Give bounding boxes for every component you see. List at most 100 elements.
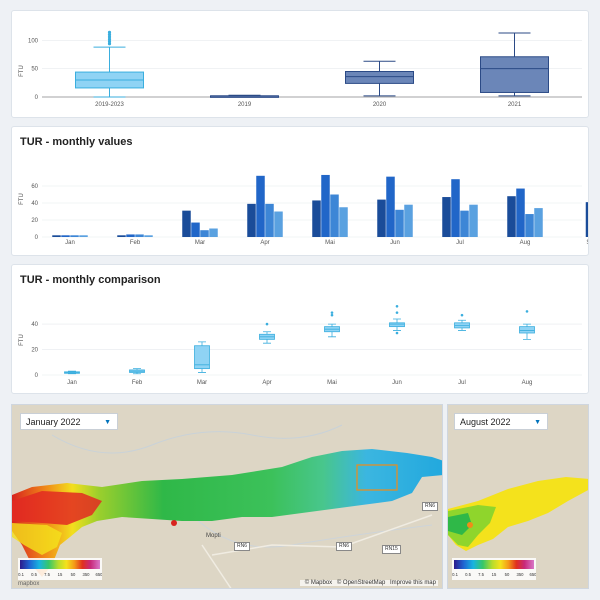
bar-2020-Aug (516, 188, 525, 237)
card-yearly-boxplot: FTU 0 50 100 2019-2023 2019 2020 2021 (11, 10, 589, 118)
bar-2020-Jun (386, 176, 395, 237)
legend-tick-label: 0.1 (452, 572, 458, 577)
turbidity-legend: 0.1 0.5 7.5 15 50 350 650 (18, 558, 103, 580)
high-turbidity-zone (12, 523, 62, 555)
x-tick-label: Se (588, 380, 589, 386)
y-tick-label: 20 (31, 218, 38, 224)
turbidity-map-right[interactable] (448, 405, 589, 589)
x-tick-label: 2019 (238, 102, 252, 108)
box-2020 (345, 71, 414, 84)
x-tick-label: Aug (522, 380, 533, 386)
selection-area-rectangle[interactable] (356, 464, 398, 491)
outlier-point (460, 313, 464, 317)
yearly-boxplot-chart: FTU 0 50 100 2019-2023 2019 2020 2021 (19, 30, 582, 108)
map-left[interactable]: January 2022 ▼ RN6 RN15 RN6 RN6 Mopti 0.… (11, 404, 443, 589)
x-tick-label: Apr (262, 380, 271, 386)
road-badge: RN6 (234, 542, 251, 551)
y-tick-label: 40 (31, 201, 38, 207)
bar-2021-Aug (525, 214, 534, 237)
x-tick-label: 2019-2023 (95, 102, 124, 108)
bar-2021-Jun (395, 209, 404, 237)
y-axis-label: FTU (19, 193, 25, 205)
river-line (51, 424, 343, 454)
x-tick-label: Mai (327, 380, 337, 386)
month-dropdown-left[interactable]: January 2022 ▼ (20, 413, 118, 430)
bar-2020-Apr (256, 175, 265, 237)
month-dropdown-value: August 2022 (460, 417, 511, 427)
road-badge: RN6 (336, 542, 353, 551)
x-tick-label: Jun (392, 380, 402, 386)
outlier-point (330, 313, 334, 317)
high-turbidity-zone (171, 520, 177, 526)
month-dropdown-value: January 2022 (26, 417, 81, 427)
month-dropdown-right[interactable]: August 2022 ▼ (454, 413, 548, 430)
bar-2020-Mar (191, 222, 200, 237)
attribution-osm-link[interactable]: © OpenStreetMap (336, 580, 386, 586)
y-tick-label: 20 (31, 348, 38, 354)
legend-tick-label: 0.5 (465, 572, 471, 577)
legend-color-bar (454, 560, 534, 569)
card-monthly-comparison: TUR - monthly comparison FTU 0 20 40 Jan Feb… (11, 264, 589, 394)
bar-2022-Aug (534, 208, 543, 237)
y-tick-label: 0 (35, 235, 39, 241)
turbidity-legend: 0.1 0.5 7.5 15 50 350 650 (452, 558, 537, 580)
lake-turbidity-area[interactable] (12, 449, 443, 577)
x-tick-label: 2021 (508, 102, 522, 108)
bar-2020-Jul (451, 179, 460, 237)
x-tick-label: Jun (390, 240, 400, 246)
bar-2019-Mai (312, 200, 321, 237)
bar-2021-Jan (70, 235, 79, 237)
legend-tick-label: 650 (530, 572, 537, 577)
bar-2022-Mai (339, 207, 348, 237)
legend-tick-label: 0.1 (18, 572, 24, 577)
outlier-point (395, 331, 399, 335)
outlier-point (107, 42, 112, 46)
bar-2019-Se (585, 202, 588, 237)
bar-2019-Jan (52, 235, 61, 237)
legend-tick-label: 50 (71, 572, 76, 577)
monthly-values-title: TUR - monthly values (20, 136, 133, 148)
bar-2022-Apr (274, 211, 283, 237)
bar-2021-Mar (200, 230, 209, 237)
bar-2022-Feb (144, 235, 153, 237)
map-attribution[interactable]: © Mapbox © OpenStreetMap Improve this ma… (299, 580, 438, 586)
outlier-point (107, 35, 112, 39)
bar-2020-Feb (126, 234, 135, 237)
bar-2021-Mai (330, 194, 339, 237)
lake-turbidity-area[interactable] (448, 477, 589, 551)
x-tick-label: Jul (456, 240, 464, 246)
legend-tick-label: 350 (517, 572, 525, 577)
y-tick-label: 60 (31, 184, 38, 190)
x-tick-label: Mar (197, 380, 207, 386)
bar-2022-Jul (469, 204, 478, 237)
high-turbidity-zone (12, 491, 102, 525)
legend-tick-label: 650 (96, 572, 103, 577)
river-line (191, 514, 433, 548)
card-monthly-values: TUR - monthly values FTU 0 20 40 60 Jan Feb Ma… (11, 126, 589, 256)
lake-turbidity-area (448, 513, 472, 535)
outlier-point (107, 30, 112, 34)
bar-2020-Jan (61, 235, 70, 237)
x-tick-label: Jan (65, 240, 75, 246)
outlier-point (107, 33, 112, 37)
outlier-point (395, 304, 399, 308)
x-tick-label: Feb (132, 380, 143, 386)
bar-2021-Jul (460, 210, 469, 237)
bar-2019-Feb (117, 235, 126, 237)
legend-tick-label: 350 (83, 572, 91, 577)
mapbox-logo: mapbox (18, 581, 40, 587)
attribution-mapbox-link[interactable]: © Mapbox (304, 580, 333, 586)
outlier-point (525, 310, 529, 313)
box-Jun (389, 322, 405, 328)
box-Aug (519, 326, 535, 334)
y-tick-label: 40 (31, 322, 38, 328)
y-tick-label: 100 (28, 38, 39, 44)
monthly-comparison-chart: FTU 0 20 40 Jan Feb Mar Apr Mai Jun Jul Aug Se (19, 304, 589, 386)
bar-2022-Jan (79, 235, 88, 237)
outlier-point (330, 311, 334, 314)
bar-2019-Apr (247, 203, 256, 237)
map-right[interactable]: August 2022 ▼ 0.1 0.5 7.5 15 50 350 650 (447, 404, 589, 589)
box-Mar (194, 345, 210, 370)
attribution-improve-link[interactable]: Improve this map (389, 580, 436, 586)
chevron-down-icon: ▼ (104, 419, 111, 426)
